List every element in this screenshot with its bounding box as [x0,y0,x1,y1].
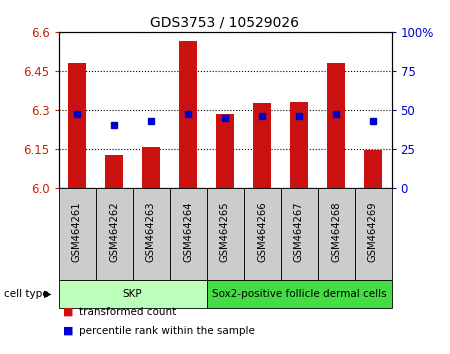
Text: GSM464262: GSM464262 [109,201,119,262]
Bar [179,41,197,188]
Bar [318,188,355,280]
Bar [280,188,318,280]
Text: GSM464268: GSM464268 [331,201,341,262]
Text: GSM464261: GSM464261 [72,201,82,262]
Bar [355,188,392,280]
Bar [95,188,132,280]
Bar [253,103,271,188]
Bar [170,188,207,280]
Text: GSM464265: GSM464265 [220,201,230,262]
Text: cell type: cell type [4,289,49,299]
Bar [68,63,86,188]
Title: GDS3753 / 10529026: GDS3753 / 10529026 [150,15,300,29]
Text: percentile rank within the sample: percentile rank within the sample [79,326,255,336]
Bar [364,150,382,188]
Text: GSM464269: GSM464269 [368,201,378,262]
Bar [132,188,170,280]
Text: SKP: SKP [123,289,142,299]
Bar [243,188,280,280]
Text: GSM464263: GSM464263 [146,201,156,262]
Bar [327,63,345,188]
Bar [58,280,207,308]
Text: GSM464264: GSM464264 [183,201,193,262]
Bar [207,188,243,280]
Text: GSM464266: GSM464266 [257,201,267,262]
Text: ■: ■ [63,326,73,336]
Bar [105,155,123,188]
Text: transformed count: transformed count [79,307,176,316]
Text: Sox2-positive follicle dermal cells: Sox2-positive follicle dermal cells [212,289,386,299]
Text: ▶: ▶ [44,289,51,299]
Bar [290,102,308,188]
Bar [207,280,392,308]
Text: GSM464267: GSM464267 [294,201,304,262]
Bar [142,147,160,188]
Text: ■: ■ [63,307,73,316]
Bar [58,188,95,280]
Bar [216,114,234,188]
